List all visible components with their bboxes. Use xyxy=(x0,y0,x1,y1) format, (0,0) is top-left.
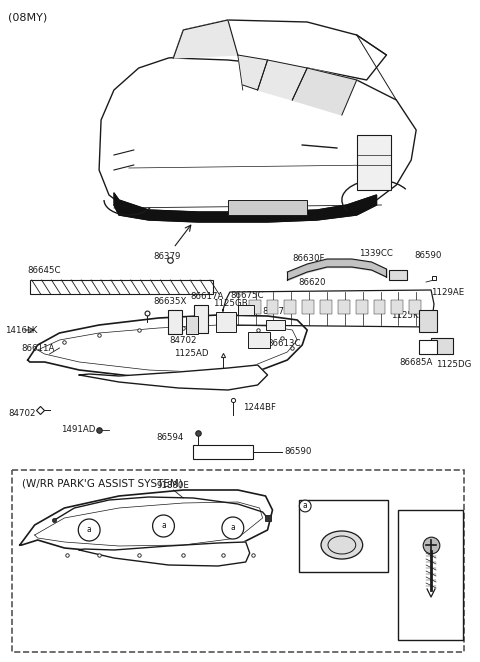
Bar xyxy=(419,340,437,354)
Bar xyxy=(194,305,208,333)
Bar xyxy=(266,300,278,314)
Bar xyxy=(320,300,332,314)
Polygon shape xyxy=(258,60,307,100)
Text: a: a xyxy=(230,524,235,532)
Bar xyxy=(398,510,463,640)
Polygon shape xyxy=(223,290,434,327)
Text: 1125DG: 1125DG xyxy=(436,360,471,369)
Bar xyxy=(186,316,198,334)
Text: 86620: 86620 xyxy=(299,278,326,287)
Bar xyxy=(284,300,296,314)
Text: a: a xyxy=(161,522,166,530)
Text: 86630F: 86630F xyxy=(292,254,325,263)
Bar xyxy=(249,300,261,314)
Bar xyxy=(216,312,236,332)
Ellipse shape xyxy=(321,531,363,559)
Bar xyxy=(168,310,182,334)
Text: 86675C: 86675C xyxy=(263,307,296,316)
Text: 84702: 84702 xyxy=(169,336,197,345)
Text: 86635X: 86635X xyxy=(154,297,187,306)
Bar xyxy=(265,320,286,330)
Text: 84702: 84702 xyxy=(8,408,36,418)
Bar xyxy=(299,500,388,572)
Text: 86613C: 86613C xyxy=(267,338,301,348)
Text: 1491AD: 1491AD xyxy=(61,426,96,434)
Text: 86685A: 86685A xyxy=(399,358,432,367)
Polygon shape xyxy=(173,20,386,80)
Polygon shape xyxy=(20,490,273,553)
Bar xyxy=(409,300,421,314)
Bar xyxy=(228,200,307,215)
Text: (08MY): (08MY) xyxy=(8,12,47,22)
Polygon shape xyxy=(292,68,357,115)
Bar xyxy=(391,300,403,314)
Polygon shape xyxy=(79,542,250,566)
Bar xyxy=(238,305,253,315)
Bar xyxy=(302,300,314,314)
Bar xyxy=(248,332,270,348)
Bar xyxy=(419,310,437,332)
Polygon shape xyxy=(173,20,238,58)
Bar xyxy=(338,300,350,314)
Polygon shape xyxy=(28,315,307,380)
Text: 1339CC: 1339CC xyxy=(359,249,393,258)
Text: 1416LK: 1416LK xyxy=(5,326,37,334)
Text: 1129AE: 1129AE xyxy=(431,288,464,297)
Text: 86675C: 86675C xyxy=(230,291,264,300)
Bar xyxy=(431,338,453,354)
Circle shape xyxy=(78,519,100,541)
Circle shape xyxy=(153,515,174,537)
Bar xyxy=(193,445,252,459)
Bar xyxy=(356,300,368,314)
Text: 1249BD: 1249BD xyxy=(130,323,164,332)
Text: 1244BF: 1244BF xyxy=(243,404,276,412)
Text: 91880E: 91880E xyxy=(157,481,190,490)
Text: 95700B: 95700B xyxy=(322,502,355,510)
Text: 1125AD: 1125AD xyxy=(174,348,208,357)
Text: 12492: 12492 xyxy=(417,518,445,527)
Circle shape xyxy=(222,517,244,539)
Bar xyxy=(357,135,391,190)
Text: 86594: 86594 xyxy=(156,434,183,442)
Text: (W/RR PARK'G ASSIST SYSTEM): (W/RR PARK'G ASSIST SYSTEM) xyxy=(22,478,182,488)
Polygon shape xyxy=(99,55,416,215)
Text: 1125KQ: 1125KQ xyxy=(391,310,426,320)
Text: 1125GB: 1125GB xyxy=(213,299,248,308)
Text: a: a xyxy=(87,526,92,534)
Text: 86379: 86379 xyxy=(154,252,181,261)
Polygon shape xyxy=(114,193,376,222)
Bar xyxy=(12,470,464,652)
Text: 86617A: 86617A xyxy=(190,292,224,301)
Text: 86590: 86590 xyxy=(414,251,442,260)
Text: 86645C: 86645C xyxy=(28,266,61,275)
Polygon shape xyxy=(238,55,267,90)
Bar xyxy=(373,300,385,314)
Text: 86590: 86590 xyxy=(284,448,312,457)
Text: 86611A: 86611A xyxy=(22,344,55,352)
Bar xyxy=(30,280,213,294)
Bar xyxy=(389,270,407,280)
Polygon shape xyxy=(79,365,267,390)
Text: a: a xyxy=(303,502,308,510)
